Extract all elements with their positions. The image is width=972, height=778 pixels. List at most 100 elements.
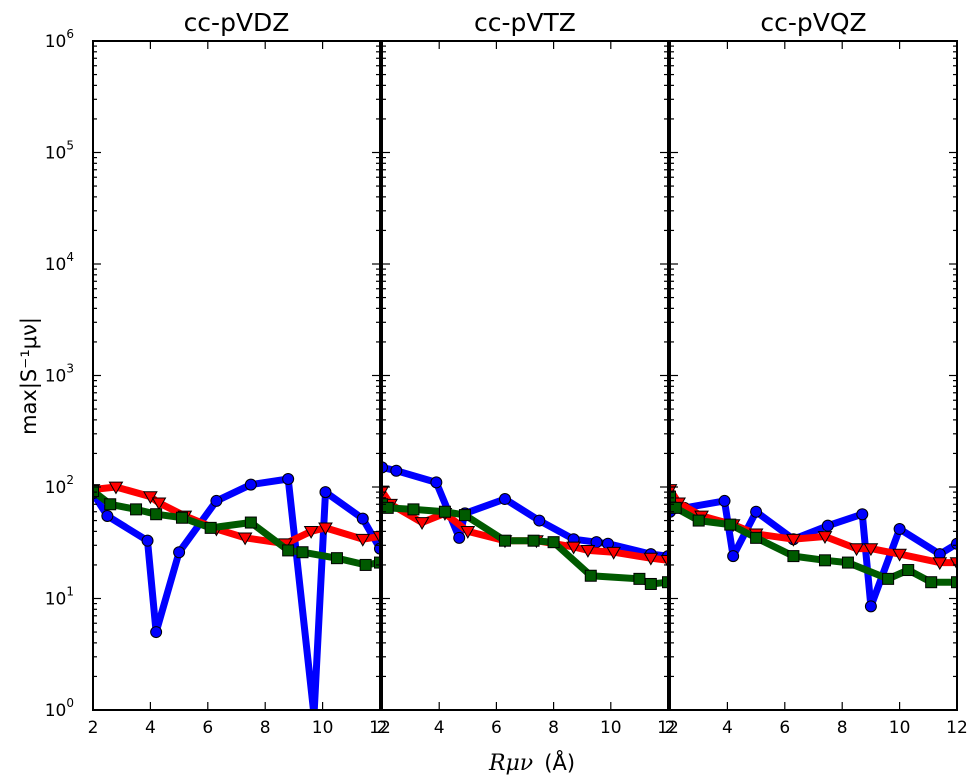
marker-circle [101, 509, 114, 522]
x-tick-label: 10 [889, 718, 911, 738]
marker-circle [727, 550, 740, 563]
x-tick-label: 10 [312, 718, 334, 738]
marker-triangle [580, 545, 596, 558]
marker-square [175, 511, 188, 524]
marker-circle [533, 514, 546, 527]
y-tick-label-base: 10 [45, 32, 67, 52]
marker-circle [141, 534, 154, 547]
marker-triangle [414, 517, 430, 531]
marker-circle [750, 505, 763, 518]
panel-cc-pvdz: cc-pVDZ 2 4 6 8 10 12 [88, 8, 391, 738]
marker-triangle [660, 554, 668, 568]
x-tick-label: 12 [657, 718, 679, 738]
marker-square [670, 490, 676, 503]
marker-square [359, 558, 372, 571]
marker-circle [430, 476, 443, 489]
marker-square [93, 485, 99, 498]
panel-data [670, 484, 957, 613]
marker-square [925, 576, 938, 589]
y-tick-label: 105 [45, 139, 74, 164]
series-line [670, 497, 957, 610]
panel-frame [381, 40, 669, 711]
marker-square [498, 534, 511, 547]
marker-circle [319, 486, 332, 499]
marker-circle [821, 519, 834, 532]
series-markers [93, 472, 380, 710]
series-line [93, 475, 380, 710]
panel-data [93, 472, 380, 710]
y-tick-label-exponent: 1 [66, 585, 74, 599]
marker-square [458, 509, 471, 522]
x-tick-label: 6 [491, 718, 502, 738]
y-tick-label-base: 10 [45, 255, 67, 275]
y-tick-label-base: 10 [45, 701, 67, 721]
marker-square [438, 505, 451, 518]
marker-square [150, 508, 163, 521]
marker-circle [951, 537, 957, 550]
marker-circle [498, 493, 511, 506]
y-tick-label: 103 [45, 362, 74, 387]
marker-square [584, 569, 597, 582]
marker-circle [244, 478, 257, 491]
marker-square [902, 564, 915, 577]
panel-cc-pvqz: cc-pVQZ 2 4 6 8 10 12 [665, 8, 968, 738]
marker-circle [382, 461, 388, 474]
marker-square [104, 498, 117, 511]
x-tick-label: 8 [837, 718, 848, 738]
x-tick-label: 12 [369, 718, 391, 738]
y-tick-label: 104 [45, 250, 74, 275]
marker-triangle [892, 548, 907, 562]
x-tick-label: 4 [434, 718, 445, 738]
marker-square [407, 503, 420, 516]
marker-square [882, 572, 895, 585]
marker-circle [864, 600, 877, 613]
y-tick-label-exponent: 6 [66, 27, 74, 41]
marker-circle [210, 494, 223, 507]
marker-triangle [817, 531, 833, 544]
series-line [382, 463, 668, 560]
marker-triangle [303, 525, 319, 539]
marker-triangle [237, 532, 253, 546]
x-tick-label: 10 [600, 718, 622, 738]
marker-triangle [606, 546, 622, 560]
x-tick-label: 2 [665, 718, 676, 738]
panel-title: cc-pVQZ [760, 8, 866, 37]
marker-circle [282, 472, 295, 485]
series-markers [670, 490, 957, 589]
marker-square [547, 536, 560, 549]
x-tick-label: 2 [88, 718, 99, 738]
marker-square [282, 544, 295, 557]
x-tick-label: 6 [202, 718, 213, 738]
marker-circle [893, 523, 906, 536]
marker-circle [856, 508, 869, 521]
marker-square [130, 503, 143, 516]
y-tick-label: 101 [45, 585, 74, 610]
panel-frame [92, 40, 381, 711]
y-tick-label-base: 10 [45, 590, 67, 610]
y-axis-label: max|S⁻¹μν| [17, 317, 42, 435]
marker-triangle [863, 543, 879, 557]
x-axis-label-symbol: Rμν [488, 751, 533, 776]
y-tick-label-exponent: 4 [66, 250, 74, 264]
marker-triangle [460, 525, 476, 539]
marker-square [692, 514, 705, 527]
marker-square [644, 577, 657, 590]
x-axis-label-unit: (Å) [544, 749, 575, 775]
marker-triangle [932, 557, 948, 571]
series-line [93, 483, 380, 548]
marker-square [787, 550, 800, 563]
y-tick-label-base: 10 [45, 144, 67, 164]
x-tick-label: 6 [779, 718, 790, 738]
marker-square [330, 552, 343, 565]
marker-square [818, 554, 831, 567]
marker-triangle [108, 481, 124, 495]
marker-square [527, 534, 540, 547]
marker-square [374, 556, 380, 569]
marker-triangle [151, 497, 167, 511]
x-tick-label: 8 [260, 718, 271, 738]
series-markers [93, 485, 380, 571]
marker-triangle [849, 543, 864, 557]
panel-title: cc-pVTZ [474, 8, 576, 37]
y-tick-label-exponent: 0 [66, 696, 74, 710]
